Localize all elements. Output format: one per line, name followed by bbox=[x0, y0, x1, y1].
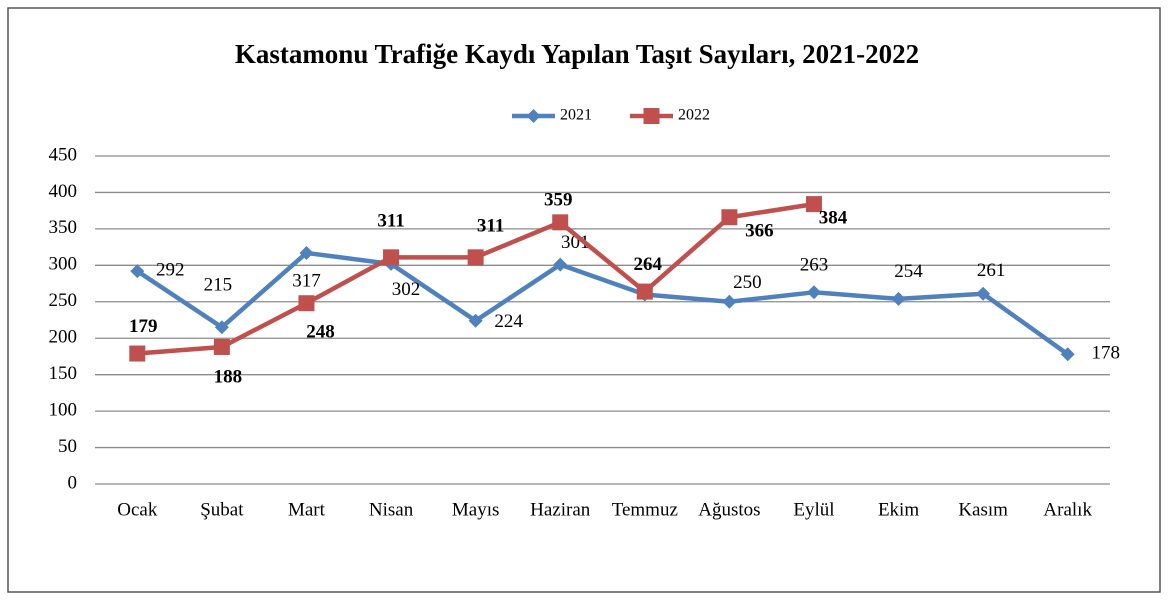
legend-label: 2022 bbox=[678, 107, 710, 124]
x-tick-label: Şubat bbox=[200, 499, 244, 520]
data-label: 179 bbox=[129, 316, 158, 337]
data-label: 264 bbox=[634, 254, 663, 275]
marker bbox=[298, 295, 315, 312]
x-tick-label: Kasım bbox=[958, 499, 1008, 520]
data-label: 366 bbox=[745, 221, 774, 242]
chart-title: Kastamonu Trafiğe Kaydı Yapılan Taşıt Sa… bbox=[235, 39, 919, 69]
data-label: 292 bbox=[156, 260, 185, 281]
x-tick-label: Ağustos bbox=[698, 499, 760, 520]
x-tick-label: Ocak bbox=[117, 499, 158, 520]
marker bbox=[1060, 347, 1075, 362]
data-label: 302 bbox=[392, 279, 421, 300]
marker bbox=[552, 214, 569, 231]
y-tick-label: 200 bbox=[49, 327, 78, 348]
y-tick-label: 50 bbox=[58, 436, 77, 457]
x-tick-label: Eylül bbox=[793, 499, 834, 520]
marker bbox=[643, 108, 660, 124]
data-label: 215 bbox=[204, 275, 233, 296]
data-label: 224 bbox=[494, 311, 523, 332]
marker bbox=[213, 338, 230, 355]
y-tick-label: 300 bbox=[49, 254, 78, 275]
y-tick-label: 450 bbox=[49, 144, 78, 165]
marker bbox=[468, 313, 483, 328]
y-tick-label: 400 bbox=[49, 181, 78, 202]
marker bbox=[526, 109, 541, 123]
series-line bbox=[136, 250, 1070, 357]
data-label: 384 bbox=[819, 207, 848, 228]
marker bbox=[636, 283, 653, 300]
data-label: 301 bbox=[561, 232, 590, 253]
marker bbox=[214, 320, 229, 335]
data-label: 250 bbox=[733, 272, 762, 293]
marker bbox=[976, 286, 991, 301]
data-label: 311 bbox=[477, 216, 504, 237]
marker bbox=[130, 264, 145, 279]
marker bbox=[805, 196, 822, 213]
data-label: 254 bbox=[894, 261, 923, 282]
x-tick-label: Aralık bbox=[1043, 499, 1092, 520]
marker bbox=[299, 245, 314, 260]
data-label: 178 bbox=[1091, 343, 1120, 364]
x-tick-label: Mayıs bbox=[452, 499, 500, 520]
marker bbox=[553, 257, 568, 272]
marker bbox=[722, 294, 737, 309]
data-label: 359 bbox=[544, 190, 573, 211]
y-tick-label: 100 bbox=[49, 399, 78, 420]
marker bbox=[129, 345, 146, 362]
marker bbox=[383, 249, 400, 266]
y-tick-label: 150 bbox=[49, 363, 78, 384]
y-tick-label: 0 bbox=[68, 472, 78, 493]
x-tick-label: Nisan bbox=[369, 499, 414, 520]
marker bbox=[721, 209, 738, 226]
marker bbox=[467, 249, 484, 266]
data-label: 188 bbox=[214, 366, 243, 387]
y-tick-label: 250 bbox=[49, 290, 78, 311]
x-tick-label: Temmuz bbox=[612, 499, 678, 520]
legend-label: 2021 bbox=[560, 107, 592, 124]
y-tick-label: 350 bbox=[49, 217, 78, 238]
frame bbox=[7, 7, 1161, 593]
data-label: 317 bbox=[292, 270, 321, 291]
x-tick-label: Mart bbox=[288, 499, 326, 520]
marker bbox=[891, 291, 906, 306]
x-tick-label: Haziran bbox=[530, 499, 591, 520]
marker bbox=[806, 285, 821, 300]
x-tick-label: Ekim bbox=[878, 499, 919, 520]
data-label: 263 bbox=[800, 255, 829, 276]
data-label: 261 bbox=[977, 260, 1006, 281]
data-label: 248 bbox=[306, 322, 335, 343]
data-label: 311 bbox=[377, 211, 404, 232]
